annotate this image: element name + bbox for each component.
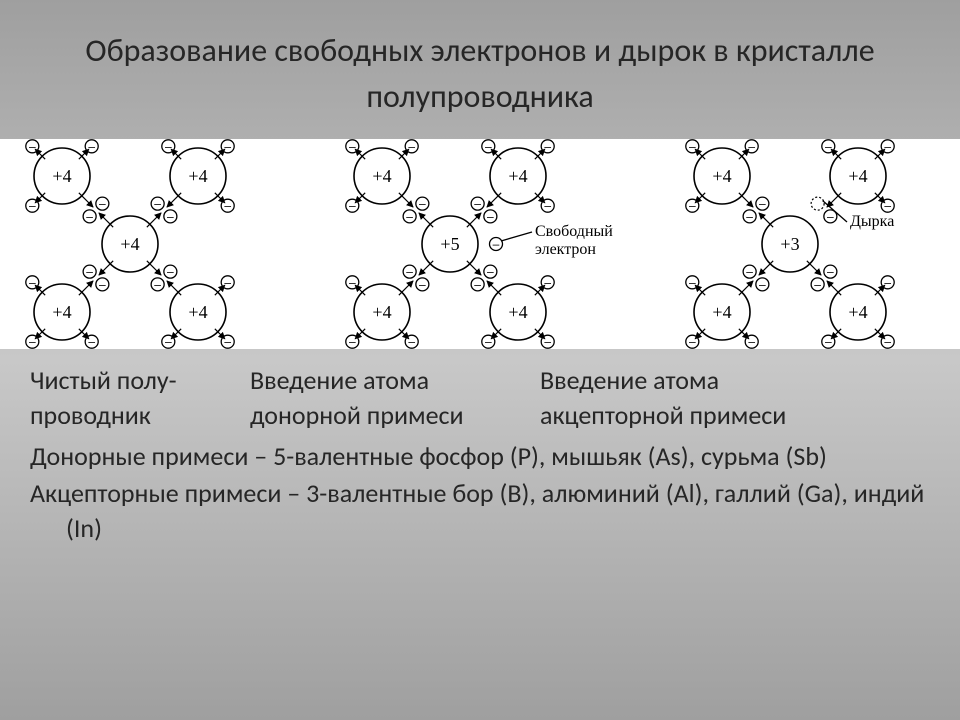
svg-text:–: – <box>408 334 415 348</box>
svg-text:–: – <box>474 196 481 210</box>
caption-2-line1: Введение атома <box>250 363 540 398</box>
svg-text:–: – <box>88 139 95 153</box>
svg-text:+4: +4 <box>372 166 391 186</box>
svg-text:–: – <box>29 139 36 153</box>
svg-text:–: – <box>544 139 551 153</box>
svg-text:+4: +4 <box>848 302 867 322</box>
svg-text:–: – <box>224 139 231 153</box>
svg-text:–: – <box>224 275 231 289</box>
caption-3-line2: акцепторной примеси <box>540 398 930 433</box>
svg-text:–: – <box>884 334 891 348</box>
svg-text:–: – <box>746 264 753 278</box>
svg-text:–: – <box>29 334 36 348</box>
diagram-captions: Чистый полу- Введение атома Введение ато… <box>0 349 960 433</box>
caption-1-line2: проводник <box>30 398 250 433</box>
svg-text:+4: +4 <box>52 302 71 322</box>
svg-text:+4: +4 <box>372 302 391 322</box>
donor-text: Донорные примеси – 5-валентные фосфор (P… <box>30 439 930 474</box>
svg-text:–: – <box>487 209 494 223</box>
caption-3-line1: Введение атома <box>540 363 930 398</box>
svg-text:–: – <box>485 334 492 348</box>
svg-text:–: – <box>224 334 231 348</box>
svg-text:–: – <box>827 209 834 223</box>
svg-text:+4: +4 <box>120 234 139 254</box>
svg-text:–: – <box>544 198 551 212</box>
svg-text:–: – <box>748 334 755 348</box>
svg-text:–: – <box>419 277 426 291</box>
svg-text:+5: +5 <box>440 234 459 254</box>
svg-text:–: – <box>689 334 696 348</box>
svg-text:–: – <box>406 209 413 223</box>
lattice-cell: –––––––+3+4+4+4+4––––––––––––Дырка <box>686 139 894 348</box>
svg-text:–: – <box>814 277 821 291</box>
svg-text:–: – <box>748 139 755 153</box>
svg-text:–: – <box>884 198 891 212</box>
svg-text:–: – <box>487 264 494 278</box>
svg-text:–: – <box>167 264 174 278</box>
svg-text:–: – <box>485 139 492 153</box>
caption-1-line1: Чистый полу- <box>30 363 250 398</box>
title-text: Образование свободных электронов и дырок… <box>60 28 900 121</box>
acceptor-text: Акцепторные примеси – 3-валентные бор (B… <box>30 476 930 546</box>
svg-text:–: – <box>167 209 174 223</box>
svg-text:–: – <box>825 334 832 348</box>
svg-text:–: – <box>689 275 696 289</box>
svg-text:–: – <box>86 264 93 278</box>
svg-text:–: – <box>419 196 426 210</box>
svg-text:+4: +4 <box>712 166 731 186</box>
diagram-area: ––––––––+4+4+4+4+4––––––––––––––––––––+5… <box>0 139 960 349</box>
svg-text:–: – <box>544 334 551 348</box>
svg-text:–: – <box>349 334 356 348</box>
svg-text:–: – <box>86 209 93 223</box>
svg-text:+4: +4 <box>712 302 731 322</box>
svg-text:–: – <box>154 277 161 291</box>
svg-text:–: – <box>224 198 231 212</box>
svg-text:–: – <box>884 275 891 289</box>
svg-text:–: – <box>689 198 696 212</box>
svg-text:+4: +4 <box>188 302 207 322</box>
svg-text:–: – <box>99 196 106 210</box>
svg-text:–: – <box>825 139 832 153</box>
svg-text:–: – <box>88 334 95 348</box>
svg-text:–: – <box>29 275 36 289</box>
lattice-cell: ––––––––+5+4+4+4+4–––––––––––––Свободный… <box>346 139 613 348</box>
svg-text:–: – <box>759 196 766 210</box>
svg-text:–: – <box>349 275 356 289</box>
svg-text:+4: +4 <box>508 302 527 322</box>
svg-text:+4: +4 <box>188 166 207 186</box>
svg-text:–: – <box>406 264 413 278</box>
svg-text:–: – <box>165 334 172 348</box>
svg-text:–: – <box>154 196 161 210</box>
svg-text:+4: +4 <box>848 166 867 186</box>
svg-text:–: – <box>544 275 551 289</box>
svg-text:–: – <box>759 277 766 291</box>
svg-text:–: – <box>408 139 415 153</box>
svg-text:–: – <box>474 277 481 291</box>
bullet-text: Донорные примеси – 5-валентные фосфор (P… <box>0 433 960 546</box>
svg-text:–: – <box>165 139 172 153</box>
svg-text:–: – <box>493 237 500 251</box>
svg-text:электрон: электрон <box>535 241 596 258</box>
svg-text:+4: +4 <box>508 166 527 186</box>
svg-text:–: – <box>746 209 753 223</box>
svg-text:–: – <box>884 139 891 153</box>
svg-text:–: – <box>29 198 36 212</box>
svg-text:Свободный: Свободный <box>535 223 613 240</box>
svg-text:–: – <box>349 139 356 153</box>
svg-text:–: – <box>99 277 106 291</box>
svg-text:+3: +3 <box>780 234 799 254</box>
caption-2-line2: донорной примеси <box>250 398 540 433</box>
slide-title: Образование свободных электронов и дырок… <box>0 0 960 133</box>
svg-text:+4: +4 <box>52 166 71 186</box>
svg-text:Дырка: Дырка <box>850 213 894 230</box>
svg-text:–: – <box>689 139 696 153</box>
svg-text:–: – <box>349 198 356 212</box>
svg-text:–: – <box>827 264 834 278</box>
lattice-cell: ––––––––+4+4+4+4+4–––––––––––– <box>26 139 234 348</box>
